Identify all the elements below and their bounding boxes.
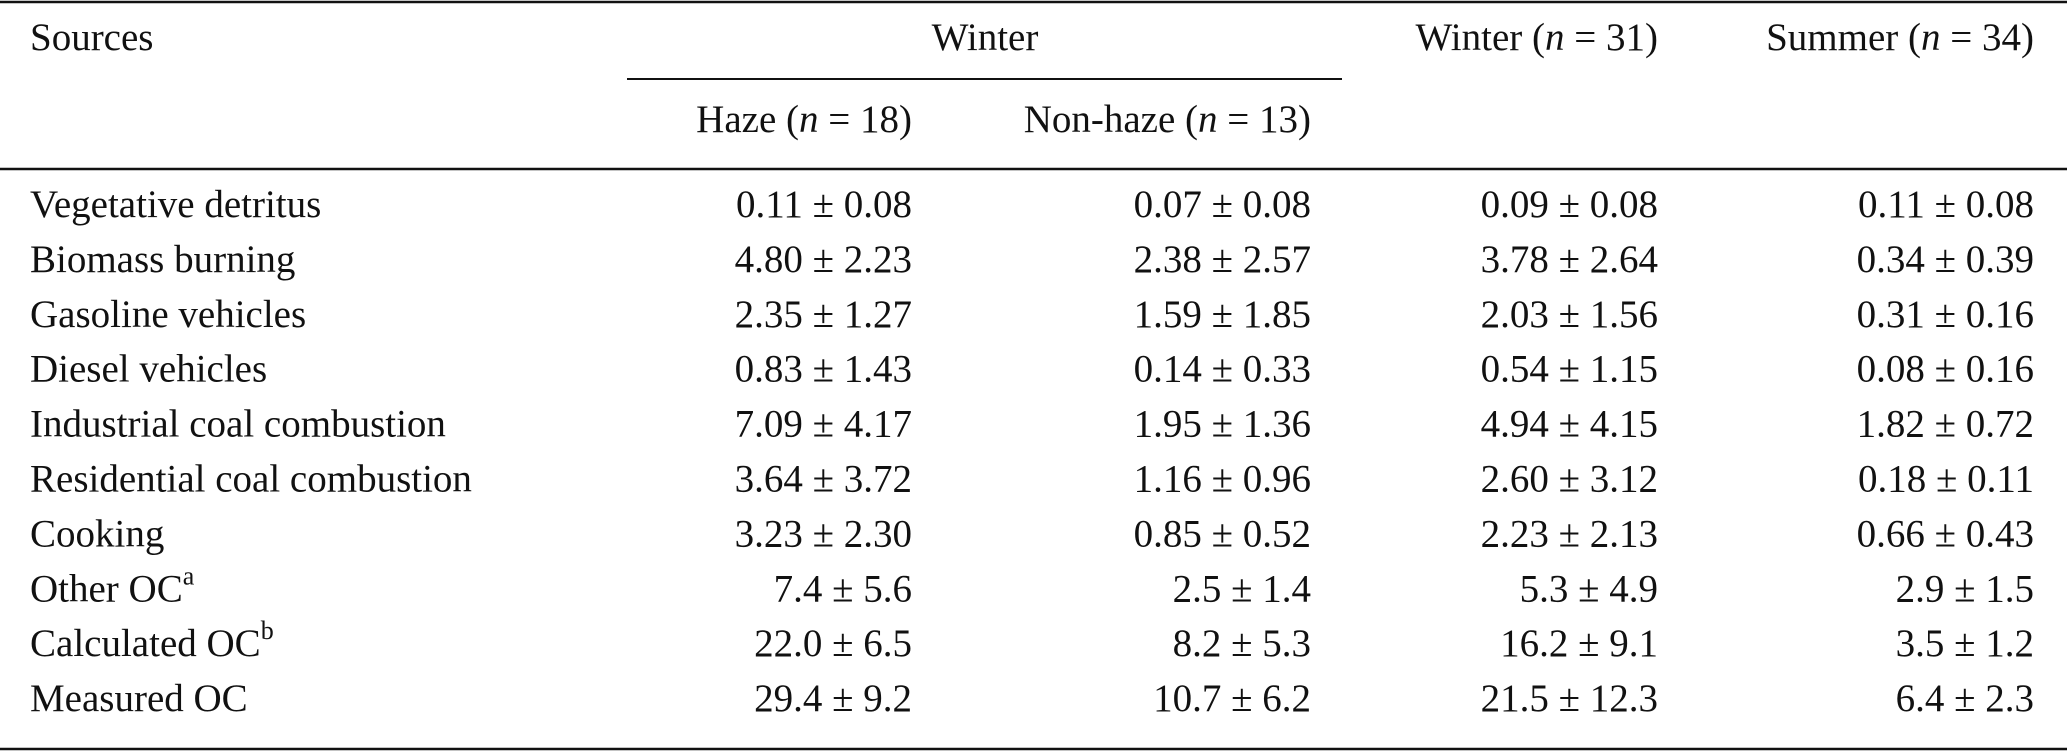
header-part: Non-haze ( [1024, 98, 1198, 141]
cell-value: 4.80 ± 2.23 [735, 238, 912, 281]
header-sources: Sources [30, 16, 153, 59]
header-part: = 31) [1565, 16, 1658, 59]
source-name: Vegetative detritus [30, 183, 321, 226]
cell-value: 2.9 ± 1.5 [1896, 567, 2034, 610]
header-part: n [1921, 16, 1941, 59]
header-part: = 13) [1218, 98, 1311, 141]
cell-value: 2.03 ± 1.56 [1481, 293, 1658, 336]
source-name: Biomass burning [30, 238, 295, 281]
header-winter: Winter [932, 16, 1039, 59]
header-part: n [1198, 98, 1218, 141]
cell-value: 6.4 ± 2.3 [1896, 677, 2034, 720]
header-nonhaze: Non-haze (n = 13) [1024, 98, 1311, 141]
footnote-mark: b [261, 616, 274, 645]
cell-value: 0.09 ± 0.08 [1481, 183, 1658, 226]
source-label: Residential coal combustion [30, 457, 472, 500]
source-name: Industrial coal combustion [30, 403, 446, 446]
cell-value: 2.60 ± 3.12 [1481, 457, 1658, 500]
cell-value: 22.0 ± 6.5 [754, 622, 912, 665]
cell-value: 3.5 ± 1.2 [1896, 622, 2034, 665]
source-name: Diesel vehicles [30, 348, 267, 391]
cell-value: 0.11 ± 0.08 [1858, 183, 2034, 226]
source-label: Calculated OCb [30, 616, 274, 665]
cell-value: 1.82 ± 0.72 [1857, 403, 2034, 446]
cell-value: 2.38 ± 2.57 [1134, 238, 1311, 281]
cell-value: 2.35 ± 1.27 [735, 293, 912, 336]
cell-value: 29.4 ± 9.2 [754, 677, 912, 720]
cell-value: 0.54 ± 1.15 [1481, 348, 1658, 391]
source-name: Measured OC [30, 677, 248, 720]
cell-value: 1.95 ± 1.36 [1134, 403, 1311, 446]
source-label: Biomass burning [30, 238, 295, 281]
cell-value: 16.2 ± 9.1 [1500, 622, 1658, 665]
footnote-mark: a [183, 561, 195, 590]
source-label: Measured OC [30, 677, 248, 720]
header-part: = 34) [1941, 16, 2034, 59]
header-haze: Haze (n = 18) [696, 98, 912, 141]
cell-value: 0.31 ± 0.16 [1857, 293, 2034, 336]
cell-value: 0.66 ± 0.43 [1857, 512, 2034, 555]
source-name: Cooking [30, 512, 164, 555]
cell-value: 0.11 ± 0.08 [736, 183, 912, 226]
cell-value: 1.16 ± 0.96 [1134, 457, 1311, 500]
cell-value: 3.23 ± 2.30 [735, 512, 912, 555]
cell-value: 0.85 ± 0.52 [1134, 512, 1311, 555]
header-part: n [1545, 16, 1565, 59]
cell-value: 21.5 ± 12.3 [1481, 677, 1658, 720]
cell-value: 0.07 ± 0.08 [1134, 183, 1311, 226]
header-part: n [799, 98, 819, 141]
source-name: Other OC [30, 567, 183, 610]
cell-value: 3.78 ± 2.64 [1481, 238, 1658, 281]
source-label: Industrial coal combustion [30, 403, 446, 446]
source-name: Residential coal combustion [30, 457, 472, 500]
header-summer: Summer (n = 34) [1766, 16, 2034, 59]
source-label: Vegetative detritus [30, 183, 321, 226]
header-winter_all: Winter (n = 31) [1416, 16, 1658, 59]
header-part: = 18) [819, 98, 912, 141]
cell-value: 3.64 ± 3.72 [735, 457, 912, 500]
source-name: Calculated OC [30, 622, 261, 665]
cell-value: 7.09 ± 4.17 [735, 403, 912, 446]
header-part: Haze ( [696, 98, 799, 141]
source-label: Other OCa [30, 561, 195, 610]
cell-value: 2.5 ± 1.4 [1173, 567, 1311, 610]
source-name: Gasoline vehicles [30, 293, 306, 336]
cell-value: 0.18 ± 0.11 [1858, 457, 2034, 500]
cell-value: 0.14 ± 0.33 [1134, 348, 1311, 391]
cell-value: 0.34 ± 0.39 [1857, 238, 2034, 281]
cell-value: 7.4 ± 5.6 [774, 567, 912, 610]
cell-value: 2.23 ± 2.13 [1481, 512, 1658, 555]
source-label: Diesel vehicles [30, 348, 267, 391]
header-part: Winter ( [1416, 16, 1545, 59]
cell-value: 10.7 ± 6.2 [1153, 677, 1311, 720]
source-label: Cooking [30, 512, 164, 555]
header-part: Summer ( [1766, 16, 1921, 59]
cell-value: 5.3 ± 4.9 [1520, 567, 1658, 610]
cell-value: 4.94 ± 4.15 [1481, 403, 1658, 446]
cell-value: 1.59 ± 1.85 [1134, 293, 1311, 336]
cell-value: 0.08 ± 0.16 [1857, 348, 2034, 391]
source-label: Gasoline vehicles [30, 293, 306, 336]
cell-value: 8.2 ± 5.3 [1173, 622, 1311, 665]
cell-value: 0.83 ± 1.43 [735, 348, 912, 391]
